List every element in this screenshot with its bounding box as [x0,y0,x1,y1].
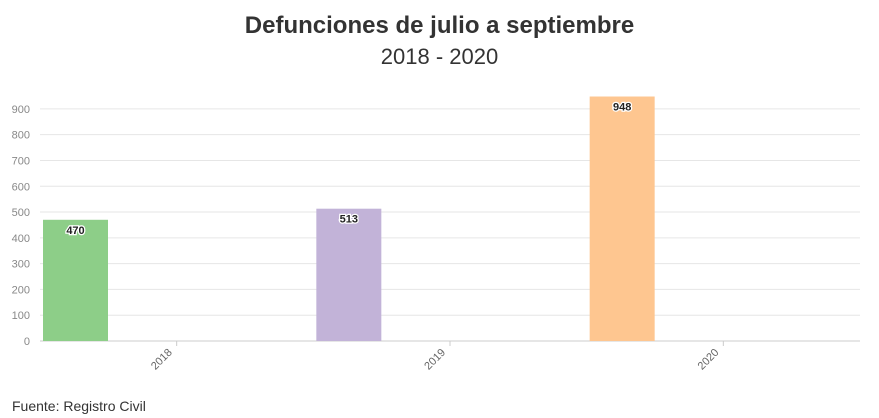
data-labels: 470 513 948 [65,100,633,238]
data-label: 948 [613,102,631,114]
y-tick-label: 100 [12,310,30,322]
data-label: 513 [340,214,358,226]
x-tick-label: 2019 [422,347,448,373]
y-tick-label: 600 [12,181,30,193]
y-tick-label: 300 [12,259,30,271]
bar-2020 [589,96,655,341]
bar-2019 [316,208,382,341]
chart-subtitle: 2018 - 2020 [380,44,499,69]
y-tick-label: 200 [12,284,30,296]
chart-title: Defunciones de julio a septiembre [244,12,635,39]
y-tick-label: 400 [12,233,30,245]
bar-2018 [43,219,108,341]
gridlines [40,108,860,342]
bars [43,96,655,341]
y-tick-label: 800 [12,130,30,142]
y-tick-label: 500 [12,207,30,219]
source-note: Fuente: Registro Civil [12,398,146,414]
x-tick-label: 2020 [696,347,722,373]
y-tick-label: 0 [24,336,30,348]
y-axis-ticks: 0 100 200 300 400 500 600 700 800 900 [12,104,30,348]
y-tick-label: 900 [12,104,30,116]
x-axis-ticks: 2018 2019 2020 [149,341,724,373]
y-tick-label: 700 [12,155,30,167]
data-label: 470 [66,225,84,237]
x-tick-label: 2018 [149,347,175,373]
